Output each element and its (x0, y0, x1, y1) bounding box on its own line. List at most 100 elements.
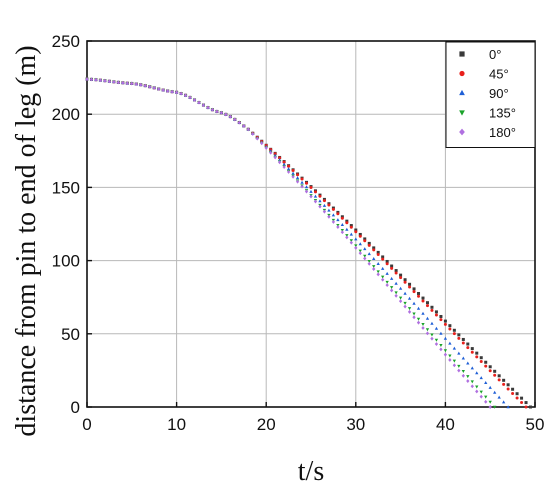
data-point (300, 180, 304, 184)
data-point (260, 141, 264, 146)
data-point (430, 308, 434, 312)
data-point (434, 338, 439, 342)
data-point (511, 387, 515, 391)
data-point (363, 239, 367, 243)
data-point (215, 109, 219, 114)
ticks: 0 10 20 30 40 50 0 50 100 150 200 250 (52, 32, 545, 434)
data-point (439, 331, 443, 335)
data-point (497, 374, 501, 378)
data-point (349, 232, 353, 236)
data-point (479, 376, 483, 380)
data-point (412, 315, 416, 320)
data-point (416, 317, 421, 321)
data-point (197, 100, 201, 105)
data-point (233, 117, 237, 122)
legend-item: 180° (459, 125, 516, 140)
data-point (318, 194, 322, 198)
legend-marker (459, 128, 465, 136)
x-tick-label: 20 (257, 415, 276, 434)
data-point (291, 174, 295, 179)
plot-border (86, 40, 536, 408)
data-point (466, 342, 470, 346)
data-point (107, 79, 112, 84)
y-tick-label: 250 (52, 32, 80, 51)
data-point (336, 218, 340, 222)
data-point (327, 208, 331, 212)
data-point (385, 259, 389, 263)
plot-frame (86, 40, 536, 408)
data-point (394, 269, 398, 273)
x-tick-label: 30 (346, 415, 365, 434)
data-point (304, 189, 309, 194)
data-point (291, 171, 295, 175)
data-point (452, 332, 456, 336)
data-point (125, 81, 129, 86)
data-point (421, 296, 425, 300)
data-point (336, 225, 340, 230)
data-point (313, 199, 318, 204)
data-point (381, 277, 385, 282)
data-point (399, 273, 403, 277)
data-point (309, 189, 313, 193)
data-point (282, 165, 286, 170)
data-point (452, 359, 457, 363)
data-point (524, 405, 528, 409)
data-point (385, 280, 389, 284)
data-point (251, 131, 255, 136)
data-point (309, 194, 313, 199)
data-point (170, 89, 174, 94)
data-point (461, 356, 465, 360)
data-point (139, 82, 143, 87)
data-point (501, 400, 506, 404)
data-point (354, 230, 358, 234)
data-point (322, 199, 326, 203)
series-3 (85, 77, 497, 409)
data-point (358, 232, 362, 236)
legend-item: 90° (459, 86, 509, 101)
data-point (389, 286, 394, 290)
legend-item: 0° (459, 47, 501, 62)
data-point (134, 82, 138, 86)
data-point (381, 275, 385, 279)
data-point (372, 248, 376, 252)
data-point (345, 227, 349, 231)
data-point (475, 389, 479, 394)
data-point (345, 235, 349, 240)
data-point (398, 286, 403, 290)
legend-item: 135° (459, 106, 516, 121)
data-point (484, 360, 488, 364)
data-point (425, 328, 430, 332)
series-layer (85, 77, 533, 409)
data-point (367, 241, 371, 245)
data-point (165, 88, 170, 93)
data-point (318, 204, 322, 209)
data-point (174, 90, 179, 95)
data-point (322, 203, 327, 207)
data-point (425, 331, 430, 336)
data-point (439, 314, 443, 318)
data-point (506, 383, 510, 387)
data-point (470, 380, 474, 384)
data-point (479, 360, 483, 364)
data-point (345, 221, 349, 225)
data-point (407, 296, 412, 300)
data-point (461, 341, 465, 345)
data-point (376, 272, 380, 277)
data-point (466, 375, 470, 379)
x-tick-label: 50 (526, 415, 545, 434)
data-point (425, 301, 429, 305)
data-point (304, 185, 309, 189)
data-point (475, 371, 479, 375)
data-point (367, 259, 371, 263)
data-point (237, 120, 241, 125)
data-point (291, 168, 295, 172)
data-point (443, 322, 447, 326)
legend-marker (459, 70, 465, 77)
data-point (448, 341, 452, 345)
data-point (385, 262, 389, 266)
data-point (278, 156, 282, 160)
data-point (273, 155, 277, 160)
data-point (421, 299, 425, 303)
data-point (461, 373, 465, 378)
legend: 0° 45° 90° 135° 180° (445, 41, 536, 148)
